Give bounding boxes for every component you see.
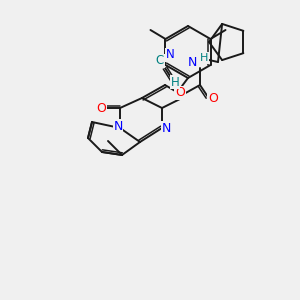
Text: N: N bbox=[161, 122, 171, 134]
Text: H: H bbox=[171, 76, 179, 88]
Text: N: N bbox=[187, 56, 197, 68]
Text: O: O bbox=[96, 101, 106, 115]
Text: O: O bbox=[208, 92, 218, 106]
Text: H: H bbox=[200, 53, 208, 63]
Text: C: C bbox=[156, 55, 164, 68]
Text: N: N bbox=[166, 49, 174, 62]
Text: N: N bbox=[113, 119, 123, 133]
Text: O: O bbox=[175, 86, 185, 100]
